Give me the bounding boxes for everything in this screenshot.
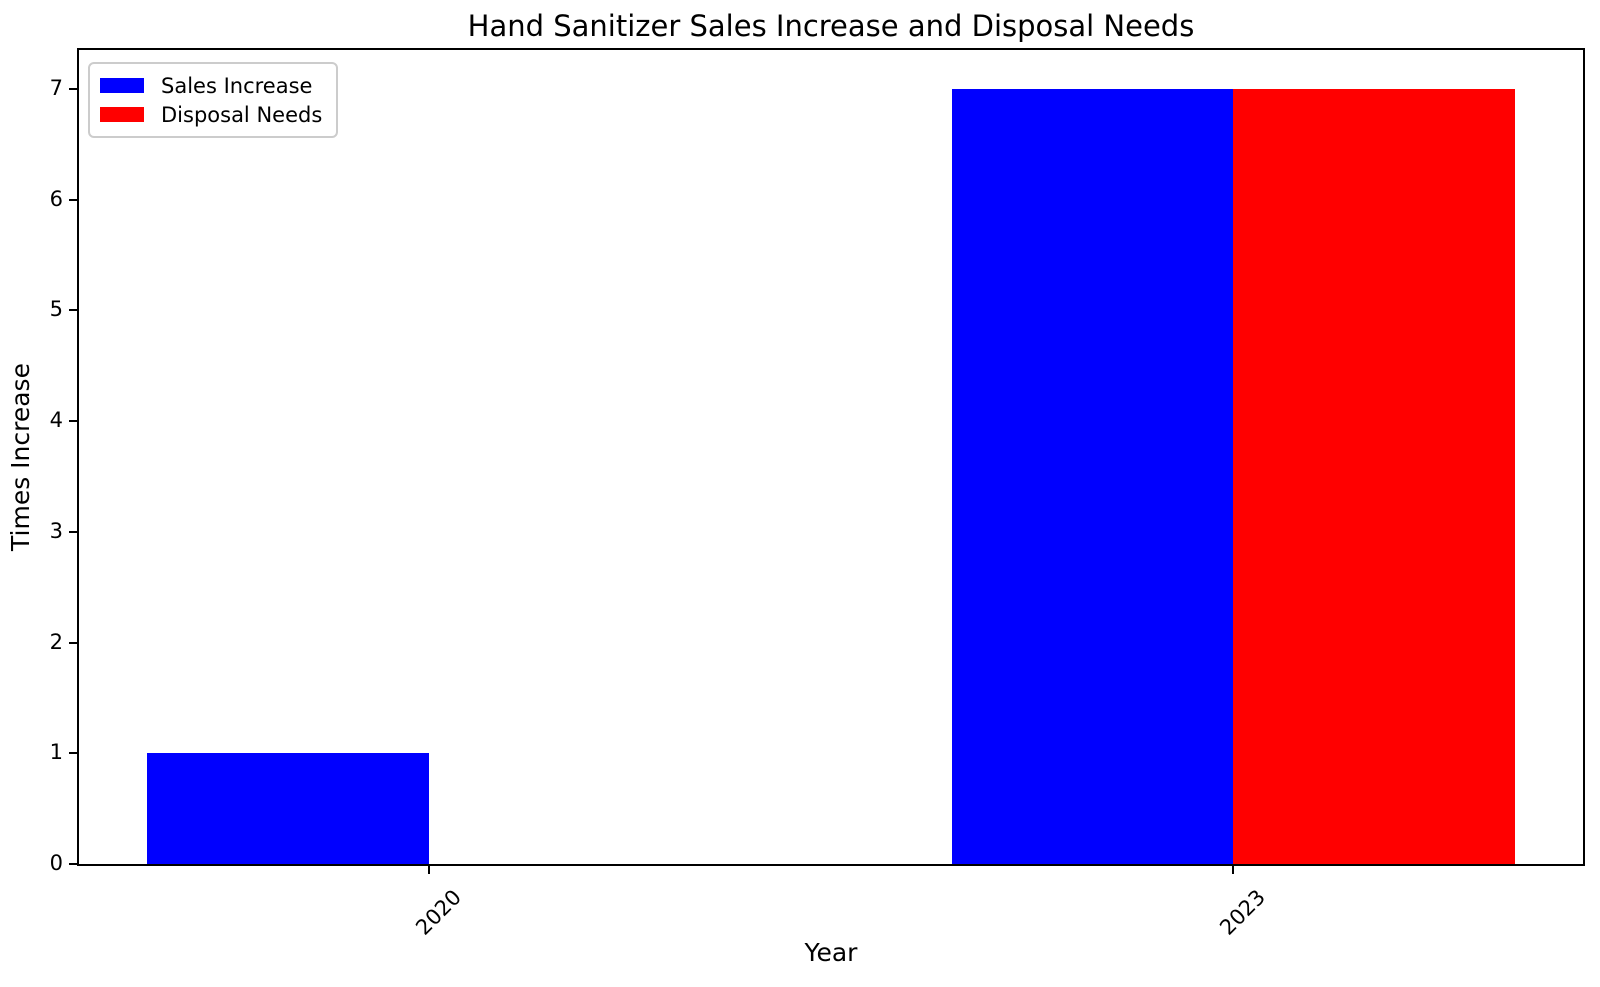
bar-sales-increase-2023 bbox=[951, 88, 1234, 864]
y-tick-label: 7 bbox=[49, 75, 63, 100]
y-tick-label: 2 bbox=[49, 629, 63, 654]
y-tick-label: 4 bbox=[49, 408, 63, 433]
y-tick-mark bbox=[69, 530, 77, 533]
bar-disposal-needs-2023 bbox=[1233, 88, 1515, 864]
plot-area: Sales Increase Disposal Needs 0 1 2 3 4 5 6 7 202… bbox=[50, 48, 1585, 940]
legend-swatch-sales-increase bbox=[100, 78, 144, 93]
legend-item: Disposal Needs bbox=[100, 100, 322, 129]
y-tick-mark bbox=[69, 309, 77, 312]
y-tick-label: 5 bbox=[49, 297, 63, 322]
y-tick-mark bbox=[69, 641, 77, 644]
x-tick-label: 2023 bbox=[1215, 885, 1271, 940]
x-axis-label: Year bbox=[804, 938, 858, 967]
x-tick-mark bbox=[427, 866, 430, 874]
legend-swatch-disposal-needs bbox=[100, 107, 144, 122]
y-tick-label: 3 bbox=[49, 518, 63, 543]
y-tick-label: 0 bbox=[49, 851, 63, 876]
y-tick-mark bbox=[69, 420, 77, 422]
chart-title: Hand Sanitizer Sales Increase and Dispos… bbox=[467, 9, 1195, 43]
y-tick-mark bbox=[69, 87, 77, 90]
legend-label: Disposal Needs bbox=[161, 102, 323, 127]
legend-label: Sales Increase bbox=[161, 73, 313, 98]
y-axis-label: Times Increase bbox=[6, 363, 35, 551]
bar-sales-increase-2020 bbox=[147, 753, 429, 864]
x-tick-label: 2020 bbox=[411, 885, 466, 940]
y-tick-mark bbox=[69, 752, 77, 755]
y-tick-mark bbox=[69, 863, 77, 865]
x-tick-mark bbox=[1232, 866, 1235, 874]
y-tick-label: 1 bbox=[49, 740, 63, 765]
legend-item: Sales Increase bbox=[100, 71, 322, 100]
legend: Sales Increase Disposal Needs bbox=[88, 62, 339, 138]
y-tick-mark bbox=[69, 198, 77, 201]
plot-inner: Sales Increase Disposal Needs 0 1 2 3 4 5 6 7 202… bbox=[50, 50, 1583, 940]
y-tick-label: 6 bbox=[49, 186, 63, 211]
